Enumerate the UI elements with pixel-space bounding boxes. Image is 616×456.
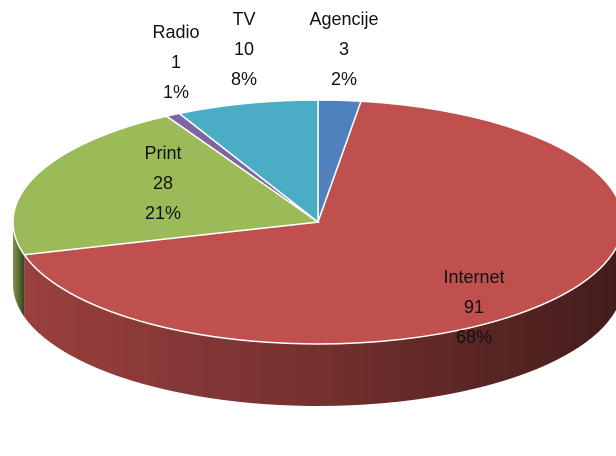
slice-value: 28 [153,173,173,193]
slice-value: 10 [234,39,254,59]
slice [12,115,321,256]
slice-label: Agencije [309,9,378,29]
slice [22,100,616,345]
slice-percent: 1% [163,82,189,102]
slice-percent: 8% [231,69,257,89]
slice-percent: 68% [456,327,492,347]
slice-label: Radio [152,22,199,42]
slice-side [13,222,25,317]
slice-percent: 21% [145,203,181,223]
slice-label: TV [232,9,255,29]
slice-label: Print [144,143,181,163]
slice-value: 3 [339,39,349,59]
slice-side [24,247,616,406]
slice-percent: 2% [331,69,357,89]
slice-value: 91 [464,297,484,317]
slice [177,99,319,224]
slice-label: Internet [443,267,504,287]
slice-value: 1 [171,52,181,72]
